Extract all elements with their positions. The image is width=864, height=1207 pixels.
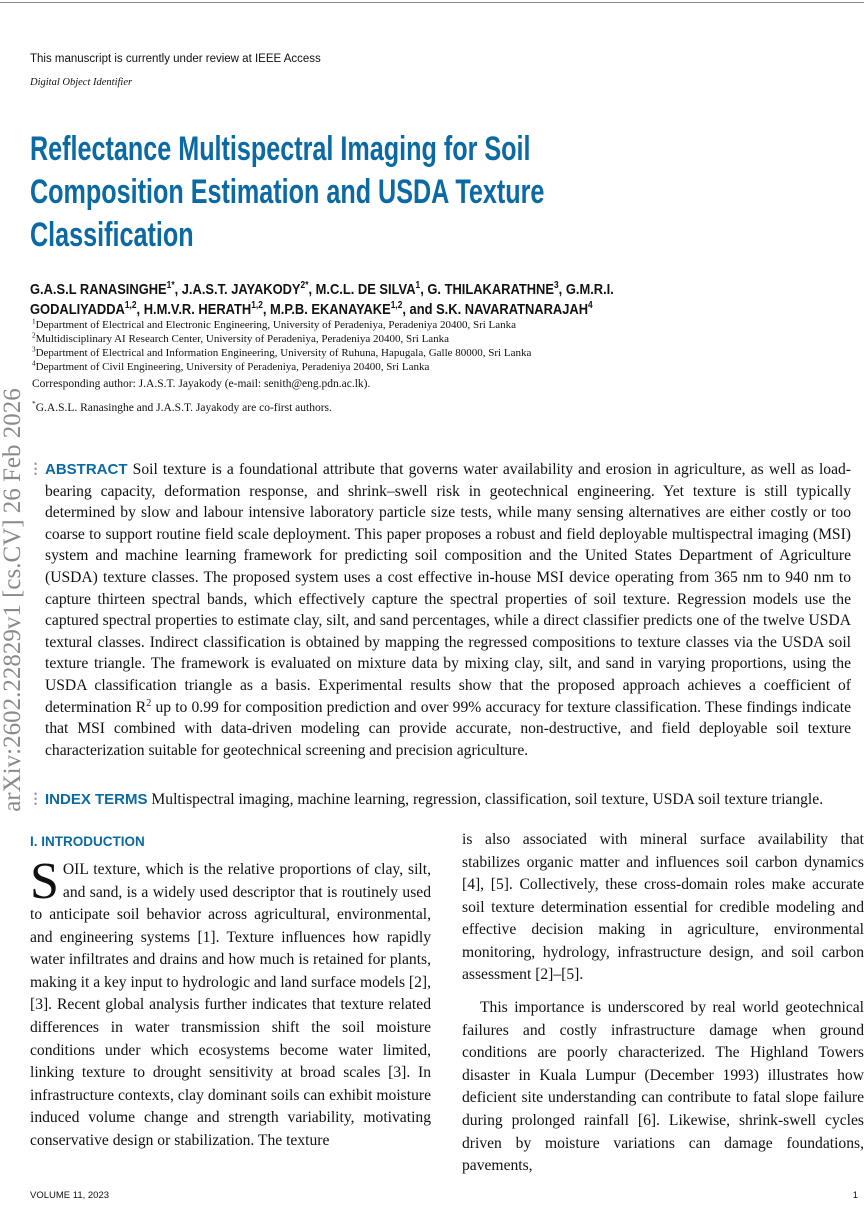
author-name: G.A.S.L RANASINGHE xyxy=(30,281,167,298)
dots-icon: • • • xyxy=(34,459,38,479)
review-note: This manuscript is currently under revie… xyxy=(30,53,321,65)
author-name: J.A.S.T. JAYAKODY xyxy=(181,281,301,298)
paragraph: This importance is underscored by real w… xyxy=(462,999,864,1175)
paragraph: is also associated with mineral surface … xyxy=(462,830,864,984)
top-rule xyxy=(0,2,864,3)
drop-cap: S xyxy=(30,852,59,910)
section-heading: I. INTRODUCTION xyxy=(30,833,145,849)
abstract: • • • ABSTRACT Soil texture is a foundatio… xyxy=(34,459,852,759)
two-column-body: I. INTRODUCTION S OIL texture, which is t… xyxy=(30,829,864,1178)
affiliation: 4Department of Civil Engineering, Univer… xyxy=(32,359,430,373)
index-terms-heading: INDEX TERMS xyxy=(45,791,148,809)
author-name: M.P.B. EKANAYAKE xyxy=(270,301,391,318)
affiliations: 1Department of Electrical and Electronic… xyxy=(32,318,531,374)
dots-icon: • • • xyxy=(34,789,38,810)
author-name: M.C.L. DE SILVA xyxy=(315,281,416,298)
title-line: Reflectance Multispectral Imaging for So… xyxy=(30,130,531,168)
corresponding-author: Corresponding author: J.A.S.T. Jayakody … xyxy=(32,378,371,390)
author-list: G.A.S.L RANASINGHE1*, J.A.S.T. JAYAKODY2… xyxy=(30,280,709,320)
author-line: GODALIYADDA1,2, H.M.V.R. HERATH1,2, M.P.… xyxy=(30,300,593,318)
title-line: Classification xyxy=(30,216,194,254)
author-line: G.A.S.L RANASINGHE1*, J.A.S.T. JAYAKODY2… xyxy=(30,280,614,298)
main-content: • • • ABSTRACT Soil texture is a foundatio… xyxy=(0,459,864,1207)
abstract-heading: ABSTRACT xyxy=(45,461,128,478)
footer-volume: VOLUME 11, 2023 xyxy=(30,1189,110,1201)
intro-left-column: I. INTRODUCTION S OIL texture, which is t… xyxy=(30,833,432,1150)
author-name: G. THILAKARATHNE xyxy=(427,281,554,298)
doi-label: Digital Object Identifier xyxy=(30,77,133,88)
title-line: Composition Estimation and USDA Texture xyxy=(30,173,545,211)
page-footer: VOLUME 11, 2023 1 xyxy=(30,1190,858,1201)
index-terms: • • • INDEX TERMS Multispectral imaging, m… xyxy=(34,789,824,810)
paper-title: Reflectance Multispectral Imaging for So… xyxy=(30,128,725,257)
author-name: S.K. NAVARATNARAJAH xyxy=(436,301,589,318)
affiliation: 1Department of Electrical and Electronic… xyxy=(32,317,517,331)
intro-right-column: is also associated with mineral surface … xyxy=(462,829,864,1178)
author-name: GODALIYADDA xyxy=(30,301,125,318)
co-first-note: *G.A.S.L. Ranasinghe and J.A.S.T. Jayako… xyxy=(32,399,332,414)
page-number: 1 xyxy=(852,1189,858,1201)
affiliation: 3Department of Electrical and Informatio… xyxy=(32,345,532,359)
author-name: G.M.R.I. xyxy=(565,281,614,298)
affiliation: 2Multidisciplinary AI Research Center, U… xyxy=(32,331,450,345)
author-name: H.M.V.R. HERATH xyxy=(143,301,252,318)
